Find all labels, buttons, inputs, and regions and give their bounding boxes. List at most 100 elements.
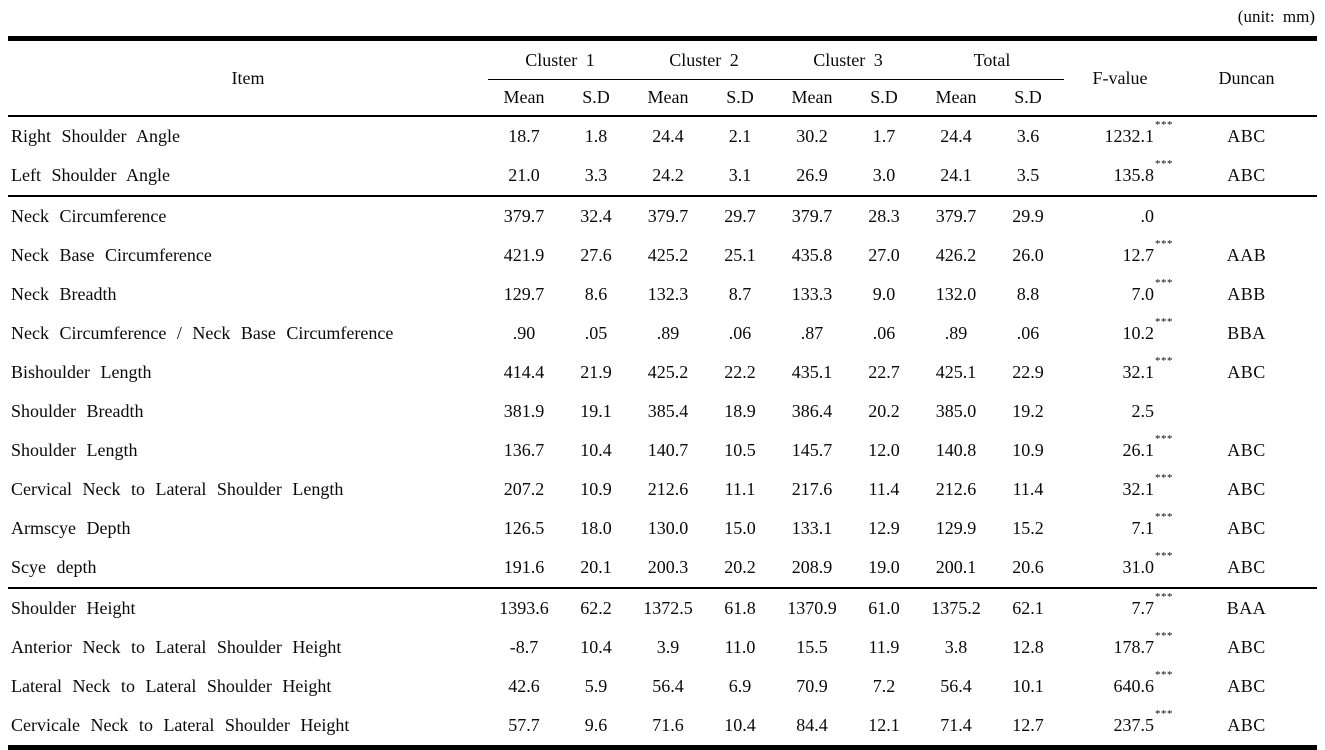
cell-total-mean: 132.0	[935, 284, 977, 304]
f-value-number: 26.1	[1122, 440, 1155, 460]
cell-duncan	[1176, 392, 1317, 431]
significance-stars: ***	[1155, 591, 1174, 603]
table-row: Shoulder Breadth 381.9 19.1 385.4 18.9 3…	[8, 392, 1317, 431]
table-row: Scye depth 191.6 20.1 200.3 20.2 208.9 1…	[8, 548, 1317, 588]
cell-duncan: ABB	[1227, 284, 1266, 304]
row-item-label: Left Shoulder Angle	[11, 165, 170, 185]
cell-f-value: 7.7***	[1064, 587, 1177, 628]
cell-c2-mean: 385.4	[647, 401, 689, 421]
cell-c3-sd: 7.2	[872, 676, 896, 696]
cell-c3-sd: 20.2	[868, 401, 900, 421]
cell-c3-mean: 217.6	[791, 479, 833, 499]
row-item-label: Neck Circumference / Neck Base Circumfer…	[11, 323, 394, 343]
cell-c2-sd: 18.9	[724, 401, 756, 421]
header-c3-sd: S.D	[848, 79, 920, 117]
table-body: Right Shoulder Angle 18.7 1.8 24.4 2.1 3…	[8, 116, 1318, 748]
cell-duncan: BAA	[1176, 587, 1318, 628]
cell-c3-sd: 11.4	[868, 479, 900, 499]
cell-c3-sd: 12.9	[868, 518, 900, 538]
header-cluster-2: Cluster 2	[632, 38, 776, 80]
cell-total-mean: 3.8	[944, 637, 968, 657]
cell-c1-sd: 21.9	[580, 362, 612, 382]
cell-c3-sd: 19.0	[868, 557, 900, 577]
header-c1-sd: S.D	[560, 79, 632, 117]
header-c3-mean: Mean	[776, 79, 848, 117]
cell-c3-mean: 133.1	[791, 518, 833, 538]
cell-c3-mean: 1370.9	[776, 587, 848, 628]
cell-c3-sd: 22.7	[868, 362, 900, 382]
table-row: Lateral Neck to Lateral Shoulder Height …	[8, 667, 1317, 706]
cell-c3-mean: 70.9	[796, 676, 828, 696]
cell-c2-mean: 56.4	[652, 676, 684, 696]
cell-c1-mean: 21.0	[508, 165, 540, 185]
cell-f-value: 237.5***	[1064, 706, 1176, 748]
cell-total-sd: 26.0	[1012, 245, 1044, 265]
cell-duncan: ABC	[1227, 557, 1266, 577]
cell-duncan	[1176, 195, 1318, 236]
cell-c1-sd: 19.1	[580, 401, 612, 421]
cell-c3-sd: 3.0	[872, 165, 896, 185]
cell-total-mean: 1375.2	[920, 587, 992, 628]
header-f-value: F-value	[1064, 38, 1177, 117]
cell-c3-sd: 28.3	[848, 195, 920, 236]
cell-c1-mean: -8.7	[509, 637, 539, 657]
significance-stars: ***	[1155, 316, 1174, 328]
cell-total-sd: .06	[1016, 323, 1040, 343]
cell-c2-sd: .06	[728, 323, 752, 343]
header-total: Total	[920, 38, 1065, 80]
cell-total-mean: 140.8	[935, 440, 977, 460]
table-row: Neck Breadth 129.7 8.6 132.3 8.7 133.3 9…	[8, 275, 1317, 314]
cell-c2-mean: 24.2	[652, 165, 684, 185]
cell-c3-mean: 30.2	[796, 126, 828, 146]
cell-c1-sd: 10.4	[580, 440, 612, 460]
table-row: Neck Base Circumference 421.9 27.6 425.2…	[8, 236, 1317, 275]
significance-stars: ***	[1155, 708, 1174, 720]
cell-c1-sd: 9.6	[584, 715, 608, 735]
cell-total-mean: 212.6	[935, 479, 977, 499]
cell-c1-mean: 42.6	[508, 676, 540, 696]
table-row: Cervicale Neck to Lateral Shoulder Heigh…	[8, 706, 1317, 748]
cell-f-value: 2.5	[1064, 392, 1176, 431]
cell-c2-mean: 132.3	[647, 284, 689, 304]
cell-f-value: 135.8***	[1064, 156, 1176, 196]
f-value-number: 12.7	[1122, 245, 1155, 265]
cell-total-sd: 11.4	[1012, 479, 1044, 499]
cell-c1-mean: 126.5	[503, 518, 545, 538]
cell-c1-mean: 414.4	[503, 362, 545, 382]
cell-c3-mean: 84.4	[796, 715, 828, 735]
row-item-label: Shoulder Length	[11, 440, 138, 460]
cell-duncan: ABC	[1227, 165, 1266, 185]
cell-c2-mean: 425.2	[647, 362, 689, 382]
table-row: Bishoulder Length 414.4 21.9 425.2 22.2 …	[8, 353, 1317, 392]
cell-c1-mean: 191.6	[503, 557, 545, 577]
f-value-number: 7.7	[1131, 598, 1155, 618]
cell-c2-mean: 3.9	[656, 637, 680, 657]
table-row: Neck Circumference 379.7 32.4 379.7 29.7…	[8, 195, 1318, 236]
cell-c2-mean: 425.2	[647, 245, 689, 265]
unit-label: (unit: mm)	[1237, 7, 1315, 26]
cell-c2-mean: 130.0	[647, 518, 689, 538]
cell-c1-sd: 62.2	[560, 587, 632, 628]
cell-total-mean: 425.1	[935, 362, 977, 382]
row-item-label: Neck Circumference	[8, 195, 488, 236]
cell-c3-mean: 26.9	[796, 165, 828, 185]
measurement-table: Item Cluster 1 Cluster 2 Cluster 3 Total…	[8, 36, 1318, 750]
cell-c1-mean: 1393.6	[488, 587, 560, 628]
cell-c3-mean: 208.9	[791, 557, 833, 577]
cell-c1-sd: 10.4	[580, 637, 612, 657]
significance-stars: ***	[1155, 669, 1174, 681]
cell-c1-mean: 136.7	[503, 440, 545, 460]
f-value-number: 178.7	[1113, 637, 1155, 657]
header-c2-mean: Mean	[632, 79, 704, 117]
table-row: Cervical Neck to Lateral Shoulder Length…	[8, 470, 1317, 509]
cell-duncan: ABC	[1227, 126, 1266, 146]
cell-c2-sd: 2.1	[728, 126, 752, 146]
cell-c2-mean: 71.6	[652, 715, 684, 735]
cell-c1-sd: 3.3	[584, 165, 608, 185]
cell-duncan: ABC	[1227, 715, 1266, 735]
cell-c3-sd: 12.0	[868, 440, 900, 460]
cell-c1-mean: 379.7	[488, 195, 560, 236]
cell-c3-mean: 386.4	[791, 401, 833, 421]
significance-stars: ***	[1155, 355, 1174, 367]
table-row: Armscye Depth 126.5 18.0 130.0 15.0 133.…	[8, 509, 1317, 548]
